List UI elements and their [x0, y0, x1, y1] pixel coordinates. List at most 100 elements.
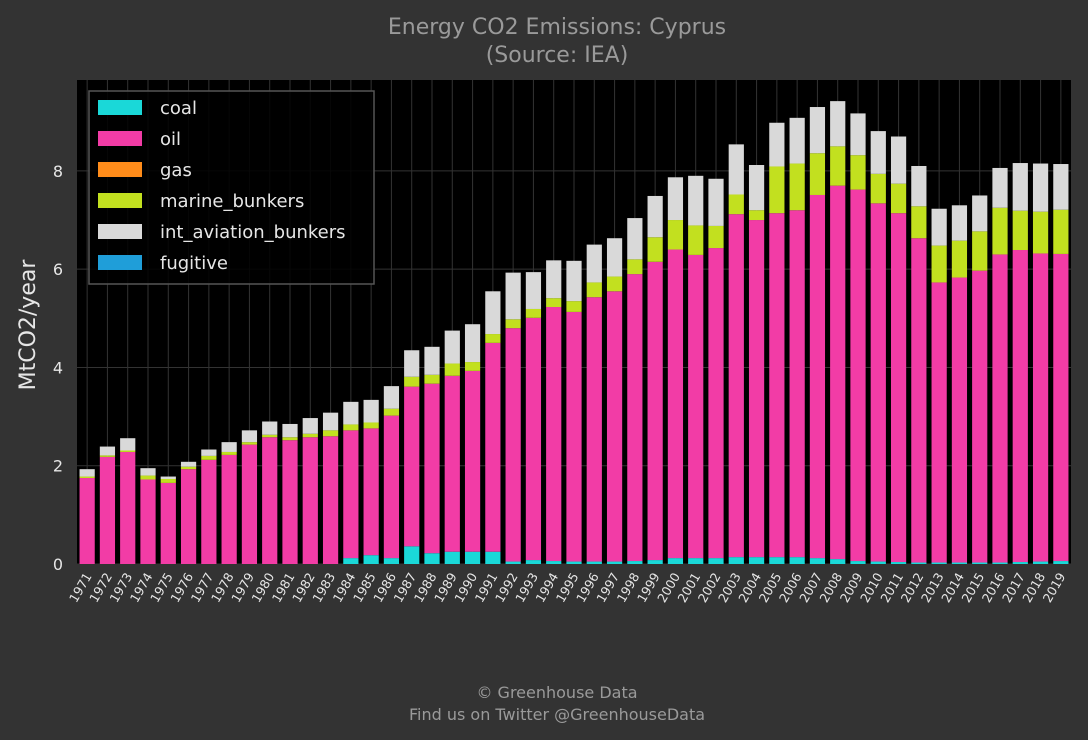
bar-oil-1996 — [586, 297, 602, 562]
bar-marine_bunkers-2005 — [769, 166, 785, 214]
bar-int_aviation_bunkers-1999 — [647, 195, 663, 238]
bar-coal-2006 — [789, 557, 805, 564]
bar-marine_bunkers-1978 — [221, 451, 237, 455]
bar-int_aviation_bunkers-2006 — [789, 117, 805, 164]
legend-label-oil: oil — [160, 129, 181, 150]
bar-int_aviation_bunkers-1986 — [383, 386, 400, 409]
legend-swatch-coal — [98, 100, 142, 115]
bar-oil-1984 — [343, 430, 359, 559]
bar-int_aviation_bunkers-2010 — [870, 131, 886, 174]
bar-int_aviation_bunkers-1983 — [322, 412, 339, 431]
bar-marine_bunkers-1975 — [160, 478, 176, 483]
bar-marine_bunkers-1991 — [485, 334, 501, 343]
bar-marine_bunkers-1977 — [201, 455, 217, 460]
bar-marine_bunkers-2018 — [1032, 211, 1049, 254]
bar-oil-1989 — [444, 375, 460, 552]
bar-int_aviation_bunkers-1977 — [201, 449, 217, 456]
bar-oil-2010 — [870, 203, 886, 562]
bar-oil-1994 — [546, 307, 562, 562]
bar-int_aviation_bunkers-1975 — [160, 476, 176, 479]
bar-int_aviation_bunkers-1989 — [444, 330, 460, 364]
bar-int_aviation_bunkers-2019 — [1053, 164, 1069, 210]
bar-oil-2005 — [769, 213, 785, 558]
bar-marine_bunkers-1985 — [363, 422, 379, 429]
bar-oil-1979 — [241, 444, 258, 564]
bar-int_aviation_bunkers-1973 — [120, 438, 136, 451]
bar-int_aviation_bunkers-2018 — [1032, 163, 1049, 212]
bar-oil-2014 — [951, 277, 968, 563]
bar-int_aviation_bunkers-1972 — [99, 446, 116, 456]
bar-coal-1996 — [586, 561, 602, 564]
bar-oil-1987 — [404, 386, 420, 547]
x-axis-ticks: 1971197219731974197519761977197819791980… — [66, 570, 1069, 605]
bar-coal-1985 — [363, 555, 379, 564]
bar-oil-2002 — [708, 248, 724, 559]
bar-marine_bunkers-2011 — [890, 183, 907, 214]
y-tick-label: 8 — [53, 162, 63, 181]
bar-int_aviation_bunkers-1980 — [262, 421, 278, 435]
bar-oil-1974 — [140, 479, 156, 564]
bar-marine_bunkers-2014 — [951, 240, 968, 278]
bar-int_aviation_bunkers-1998 — [627, 218, 643, 260]
bar-marine_bunkers-1986 — [383, 408, 400, 416]
bar-coal-1997 — [606, 561, 623, 564]
bar-coal-1992 — [505, 561, 521, 564]
bar-int_aviation_bunkers-2004 — [748, 165, 765, 211]
bar-marine_bunkers-1988 — [424, 374, 440, 384]
y-axis-ticks: 0 2 4 6 8 — [53, 162, 63, 574]
bar-oil-1972 — [99, 456, 116, 564]
bar-marine_bunkers-2004 — [748, 210, 765, 221]
bar-int_aviation_bunkers-2013 — [931, 208, 947, 246]
bar-oil-2007 — [809, 194, 826, 559]
bar-int_aviation_bunkers-2015 — [972, 195, 988, 232]
bar-oil-1997 — [606, 291, 623, 562]
bar-coal-1987 — [404, 546, 420, 564]
legend-label-int_aviation_bunkers: int_aviation_bunkers — [160, 222, 346, 243]
bar-oil-1983 — [322, 436, 339, 564]
bar-marine_bunkers-2008 — [830, 146, 846, 186]
bar-int_aviation_bunkers-2001 — [688, 175, 704, 226]
bar-marine_bunkers-1974 — [140, 475, 156, 480]
bar-oil-2004 — [748, 220, 765, 558]
bar-oil-1977 — [201, 459, 217, 564]
bar-int_aviation_bunkers-1994 — [546, 260, 562, 299]
bar-oil-1976 — [180, 469, 197, 564]
bar-int_aviation_bunkers-1984 — [343, 401, 359, 425]
bar-int_aviation_bunkers-2012 — [911, 165, 927, 207]
bar-coal-2012 — [911, 562, 927, 564]
bar-coal-2007 — [809, 558, 826, 564]
legend-swatch-fugitive — [98, 255, 142, 270]
bar-marine_bunkers-2017 — [1012, 210, 1028, 251]
bar-oil-2006 — [789, 210, 805, 558]
bar-int_aviation_bunkers-1979 — [241, 430, 258, 443]
bar-int_aviation_bunkers-2003 — [728, 144, 744, 195]
bar-int_aviation_bunkers-2011 — [890, 136, 907, 184]
bar-oil-1973 — [120, 451, 136, 564]
bar-marine_bunkers-1984 — [343, 424, 359, 431]
bar-marine_bunkers-1981 — [282, 437, 298, 441]
legend-label-gas: gas — [160, 160, 192, 181]
bar-coal-1986 — [383, 558, 400, 564]
bars — [79, 101, 1069, 564]
bar-int_aviation_bunkers-2014 — [951, 205, 968, 241]
bar-coal-2019 — [1053, 561, 1069, 564]
bar-coal-1999 — [647, 560, 663, 564]
y-tick-label: 4 — [53, 358, 63, 377]
bar-coal-2013 — [931, 562, 947, 564]
bar-oil-1985 — [363, 428, 379, 556]
bar-oil-1978 — [221, 454, 237, 564]
bar-oil-2011 — [890, 213, 907, 563]
bar-oil-2000 — [667, 249, 684, 559]
bar-int_aviation_bunkers-1988 — [424, 346, 440, 375]
bar-coal-1991 — [485, 551, 501, 564]
bar-oil-2009 — [850, 189, 866, 562]
bar-oil-1991 — [485, 342, 501, 552]
y-tick-label: 6 — [53, 260, 63, 279]
legend-label-coal: coal — [160, 98, 197, 119]
bar-coal-2011 — [890, 562, 907, 564]
bar-marine_bunkers-2003 — [728, 194, 744, 215]
bar-marine_bunkers-1998 — [627, 259, 643, 275]
bar-oil-1995 — [566, 311, 582, 562]
bar-oil-1971 — [79, 478, 95, 564]
bar-int_aviation_bunkers-1974 — [140, 468, 156, 476]
